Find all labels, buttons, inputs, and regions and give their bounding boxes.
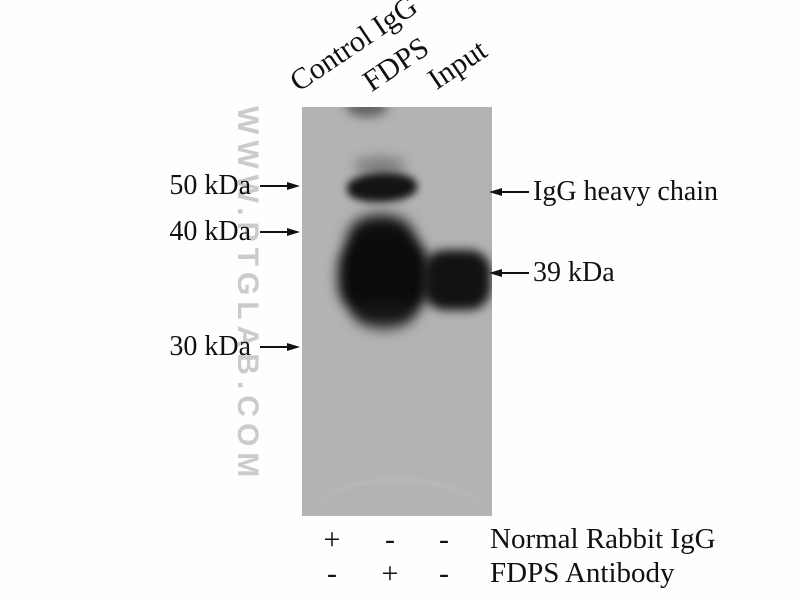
mw-marker-50kda: 50 kDa	[0, 169, 300, 203]
blot-membrane	[302, 107, 492, 516]
condition-row-normal-rabbit-igg: + - - Normal Rabbit IgG	[0, 523, 800, 557]
arrow-right-icon	[260, 343, 300, 351]
mw-marker-label: 50 kDa	[169, 170, 251, 201]
condition-value: -	[327, 557, 337, 590]
membrane-artifact-arc	[310, 479, 486, 516]
band-well-smudge	[346, 107, 388, 117]
annotation-igg-heavy-chain: IgG heavy chain	[489, 175, 718, 209]
annotation-label: 39 kDa	[533, 257, 615, 288]
lane-label-input: Input	[421, 33, 493, 97]
mw-marker-label: 30 kDa	[169, 331, 251, 362]
arrow-right-icon	[260, 182, 300, 190]
condition-value: -	[385, 523, 395, 556]
mw-marker-40kda: 40 kDa	[0, 215, 300, 249]
condition-row-label: FDPS Antibody	[490, 557, 675, 589]
condition-row-fdps-antibody: - + - FDPS Antibody	[0, 557, 800, 591]
condition-value: -	[439, 523, 449, 556]
arrow-right-icon	[260, 228, 300, 236]
watermark-text: WWW.PTGLAB.COM	[231, 106, 264, 484]
band-igg-heavy-chain	[346, 171, 418, 204]
annotation-label: IgG heavy chain	[533, 176, 719, 207]
band-igg-heavy-chain-smear	[354, 157, 406, 175]
band-input-39kda	[423, 250, 491, 310]
arrow-left-icon	[489, 188, 529, 196]
condition-value: +	[381, 557, 399, 590]
annotation-39kda: 39 kDa	[489, 256, 615, 290]
mw-marker-30kda: 30 kDa	[0, 330, 300, 364]
condition-value: -	[439, 557, 449, 590]
condition-row-label: Normal Rabbit IgG	[490, 523, 716, 555]
arrow-left-icon	[489, 269, 529, 277]
band-fdps-tail	[354, 297, 414, 329]
mw-marker-label: 40 kDa	[169, 216, 251, 247]
condition-value: +	[323, 523, 341, 556]
